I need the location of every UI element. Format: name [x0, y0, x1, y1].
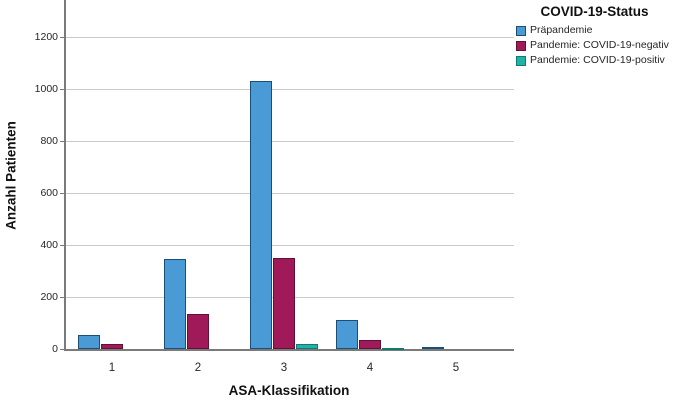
legend-item-2: Pandemie: COVID-19-negativ — [516, 40, 673, 51]
legend: COVID-19-Status Präpandemie Pandemie: COV… — [516, 4, 673, 70]
legend-item-label: Pandemie: COVID-19-negativ — [530, 39, 669, 51]
y-tick-label: 1000 — [34, 83, 58, 95]
bar-series2-cat1 — [101, 344, 123, 349]
gridline-600 — [64, 193, 514, 194]
y-axis-tick — [60, 349, 64, 350]
x-axis-title: ASA-Klassifikation — [228, 383, 350, 398]
legend-item-label: Präpandemie — [530, 24, 593, 36]
y-axis-tick — [60, 297, 64, 298]
y-axis-tick — [60, 245, 64, 246]
y-axis-tick — [60, 141, 64, 142]
x-category-label: 3 — [280, 362, 288, 374]
bar-series2-cat4 — [359, 340, 381, 349]
y-tick-label: 1200 — [34, 31, 58, 43]
x-category-label: 5 — [452, 362, 460, 374]
gridline-1200 — [64, 37, 514, 38]
x-axis-line — [64, 349, 514, 351]
legend-title: COVID-19-Status — [540, 4, 649, 19]
bar-series1-cat5 — [422, 347, 444, 350]
y-axis-line — [64, 0, 66, 351]
legend-item-1: Präpandemie — [516, 25, 673, 36]
bar-series1-cat2 — [164, 258, 186, 349]
bar-series1-cat4 — [336, 320, 358, 349]
x-category-label: 2 — [194, 362, 202, 374]
legend-swatch-icon — [516, 40, 526, 51]
y-tick-label: 800 — [40, 135, 58, 147]
bar-series1-cat3 — [250, 81, 272, 349]
y-axis-tick — [60, 89, 64, 90]
bar-series1-cat1 — [78, 334, 100, 349]
y-tick-label: 600 — [40, 187, 58, 199]
legend-swatch-icon — [516, 55, 526, 66]
y-tick-label: 400 — [40, 239, 58, 251]
y-tick-label: 0 — [52, 343, 58, 355]
y-axis-tick — [60, 193, 64, 194]
y-tick-label: 200 — [40, 291, 58, 303]
gridline-400 — [64, 245, 514, 246]
y-axis-tick — [60, 37, 64, 38]
bar-series3-cat3 — [296, 343, 318, 349]
gridline-1000 — [64, 89, 514, 90]
legend-swatch-icon — [516, 25, 526, 36]
gridline-800 — [64, 141, 514, 142]
bar-series2-cat2 — [187, 314, 209, 349]
x-category-label: 4 — [366, 362, 374, 374]
legend-item-3: Pandemie: COVID-19-positiv — [516, 55, 673, 66]
bar-series3-cat4 — [382, 347, 404, 350]
x-category-label: 1 — [108, 362, 116, 374]
bar-series2-cat3 — [273, 258, 295, 349]
legend-items: Präpandemie Pandemie: COVID-19-negativ Pan… — [516, 25, 673, 66]
legend-item-label: Pandemie: COVID-19-positiv — [530, 54, 665, 66]
y-axis-title: Anzahl Patienten — [3, 121, 19, 230]
